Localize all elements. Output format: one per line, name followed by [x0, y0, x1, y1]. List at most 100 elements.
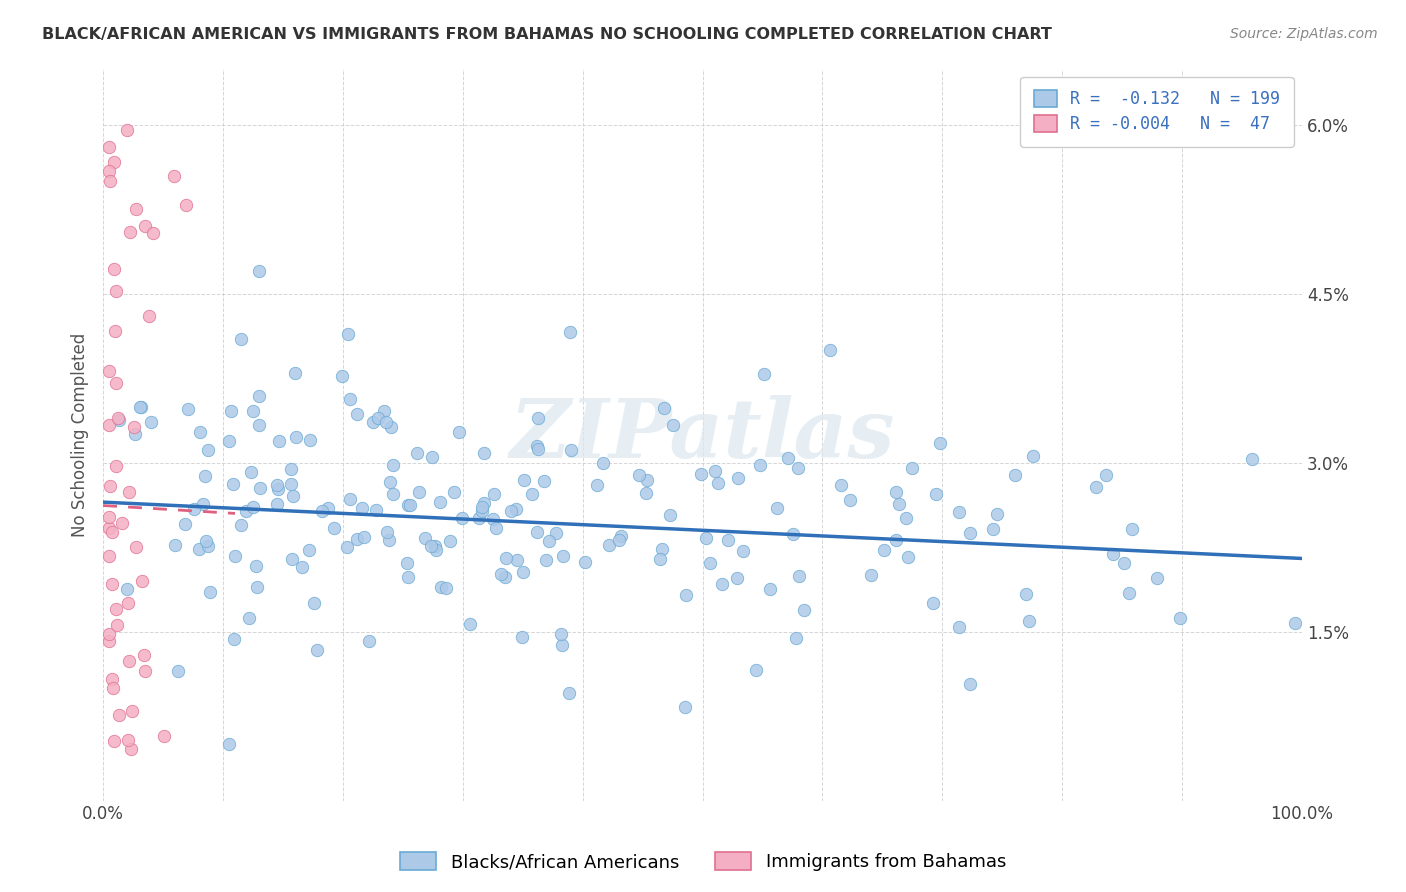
Point: [380, 475, 402, 489]
Point: [374, 415, 396, 429]
Point: [406, 446, 429, 460]
Point: [107, 411, 129, 425]
Point: [291, 559, 314, 574]
Point: [242, 404, 264, 418]
Point: [557, 685, 579, 699]
Point: [1085, 479, 1108, 493]
Point: [482, 487, 505, 501]
Point: [592, 456, 614, 470]
Point: [901, 461, 924, 475]
Point: [1112, 557, 1135, 571]
Point: [699, 556, 721, 570]
Point: [1022, 449, 1045, 463]
Point: [125, 202, 148, 217]
Point: [222, 632, 245, 646]
Point: [510, 630, 533, 644]
Point: [134, 219, 156, 234]
Point: [107, 413, 129, 427]
Point: [366, 502, 388, 516]
Point: [197, 539, 219, 553]
Point: [245, 558, 267, 573]
Point: [551, 549, 574, 564]
Point: [352, 500, 374, 515]
Point: [100, 577, 122, 591]
Point: [330, 368, 353, 383]
Point: [167, 664, 190, 678]
Point: [727, 471, 749, 485]
Point: [224, 549, 246, 564]
Point: [706, 476, 728, 491]
Point: [299, 433, 322, 447]
Point: [785, 631, 807, 645]
Y-axis label: No Schooling Completed: No Schooling Completed: [72, 333, 89, 537]
Point: [468, 510, 491, 524]
Point: [439, 534, 461, 549]
Point: [373, 403, 395, 417]
Point: [118, 225, 141, 239]
Point: [491, 566, 513, 581]
Point: [413, 531, 436, 545]
Point: [526, 439, 548, 453]
Point: [689, 467, 711, 481]
Point: [105, 284, 128, 298]
Point: [382, 458, 405, 473]
Point: [280, 477, 302, 491]
Point: [219, 404, 242, 418]
Point: [704, 464, 727, 478]
Point: [408, 485, 430, 500]
Point: [399, 498, 422, 512]
Point: [651, 541, 673, 556]
Point: [717, 533, 740, 548]
Point: [1241, 452, 1264, 467]
Point: [266, 497, 288, 511]
Point: [346, 407, 368, 421]
Point: [526, 524, 548, 539]
Point: [513, 473, 536, 487]
Point: [754, 367, 776, 381]
Point: [1004, 467, 1026, 482]
Point: [298, 542, 321, 557]
Text: Source: ZipAtlas.com: Source: ZipAtlas.com: [1230, 27, 1378, 41]
Point: [194, 534, 217, 549]
Point: [673, 700, 696, 714]
Point: [105, 459, 128, 474]
Point: [163, 538, 186, 552]
Point: [1018, 614, 1040, 628]
Point: [925, 487, 948, 501]
Point: [153, 730, 176, 744]
Point: [367, 410, 389, 425]
Point: [231, 518, 253, 533]
Point: [382, 486, 405, 500]
Point: [98, 634, 121, 648]
Point: [921, 596, 943, 610]
Point: [249, 481, 271, 495]
Point: [506, 553, 529, 567]
Point: [533, 474, 555, 488]
Point: [959, 677, 981, 691]
Point: [1014, 587, 1036, 601]
Point: [280, 462, 302, 476]
Point: [449, 425, 471, 439]
Point: [197, 442, 219, 457]
Point: [765, 501, 787, 516]
Point: [101, 524, 124, 539]
Point: [471, 500, 494, 515]
Point: [188, 542, 211, 557]
Point: [482, 512, 505, 526]
Point: [471, 504, 494, 518]
Point: [105, 602, 128, 616]
Point: [731, 544, 754, 558]
Point: [129, 400, 152, 414]
Point: [472, 496, 495, 510]
Point: [948, 505, 970, 519]
Point: [897, 549, 920, 564]
Point: [111, 516, 134, 530]
Point: [495, 550, 517, 565]
Point: [115, 122, 138, 136]
Point: [353, 530, 375, 544]
Point: [574, 555, 596, 569]
Point: [131, 574, 153, 588]
Point: [246, 580, 269, 594]
Point: [986, 508, 1008, 522]
Point: [247, 417, 270, 432]
